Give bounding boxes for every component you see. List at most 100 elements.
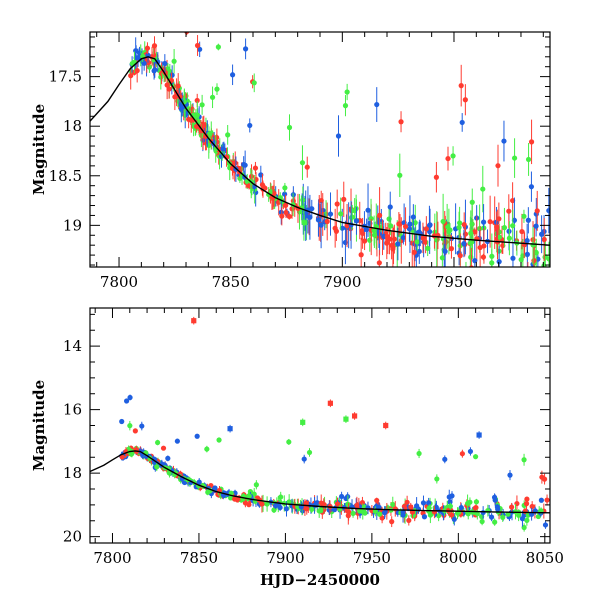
data-point <box>339 493 345 500</box>
data-point <box>204 446 210 452</box>
data-point <box>480 254 487 260</box>
data-point <box>434 476 440 482</box>
data-point <box>492 519 498 525</box>
data-point <box>450 153 456 159</box>
data-point <box>344 222 350 229</box>
data-point <box>467 448 474 455</box>
y-tick-label: 18.5 <box>49 167 82 185</box>
data-point <box>353 218 360 224</box>
data-point <box>414 239 420 245</box>
data-point <box>529 503 535 510</box>
data-point <box>457 220 463 226</box>
data-point <box>447 499 453 505</box>
data-point <box>396 221 402 227</box>
data-point <box>342 103 349 109</box>
data-point <box>414 503 420 509</box>
data-point <box>242 46 249 52</box>
y-tick-label: 18 <box>63 117 82 135</box>
data-point <box>501 225 508 231</box>
data-point <box>395 241 401 247</box>
data-point <box>388 223 394 229</box>
x-tick-label: 7800 <box>93 549 131 567</box>
data-point <box>451 516 457 522</box>
data-point <box>286 499 292 505</box>
data-point <box>423 239 429 245</box>
data-point <box>533 249 539 255</box>
data-point <box>379 515 385 521</box>
data-point <box>421 514 428 520</box>
data-point <box>519 228 525 235</box>
data-point <box>232 496 238 502</box>
data-point <box>232 160 238 166</box>
y-tick-label: 18 <box>63 464 82 482</box>
data-point <box>344 89 350 95</box>
data-point <box>472 505 478 511</box>
bottom-panel: 7800 7850 7900 7950 8000 8050 14 16 18 20 Magnitud… <box>30 307 564 589</box>
data-point <box>194 433 200 439</box>
data-point <box>496 216 502 222</box>
data-point <box>199 102 205 108</box>
data-point <box>390 501 396 508</box>
y-tick-label: 14 <box>63 337 82 355</box>
data-point <box>242 500 248 506</box>
data-point <box>392 506 398 512</box>
data-point <box>472 257 478 264</box>
data-point <box>391 236 397 242</box>
data-point <box>516 512 522 518</box>
data-point <box>500 514 506 520</box>
y-tick-label: 20 <box>63 528 82 546</box>
data-point <box>132 428 138 434</box>
data-point <box>546 207 550 214</box>
x-tick-label: 7800 <box>100 273 138 291</box>
data-point <box>442 456 448 462</box>
data-point <box>495 163 501 169</box>
data-point <box>481 243 487 249</box>
data-point <box>264 501 270 507</box>
data-point <box>316 508 322 514</box>
data-point <box>359 499 366 506</box>
data-point <box>406 226 413 232</box>
data-point <box>524 517 530 523</box>
data-point <box>246 493 252 499</box>
data-point <box>141 19 146 24</box>
data-point <box>507 472 513 478</box>
x-tick-label: 7950 <box>353 549 391 567</box>
data-point <box>343 416 349 422</box>
data-point <box>496 259 502 265</box>
data-point <box>194 97 200 104</box>
data-point <box>351 413 358 419</box>
data-point <box>377 212 383 218</box>
data-point <box>459 451 465 457</box>
data-point <box>469 199 475 205</box>
data-point <box>398 119 404 125</box>
data-point <box>253 482 259 488</box>
data-point <box>251 80 257 86</box>
data-point <box>194 42 201 49</box>
data-point <box>166 86 172 92</box>
data-point <box>341 196 347 202</box>
data-point <box>174 438 180 444</box>
data-point <box>541 476 548 482</box>
y-tick-label: 19 <box>63 216 82 234</box>
data-point <box>209 94 216 100</box>
data-point <box>404 499 410 505</box>
x-tick-label: 8050 <box>526 549 564 567</box>
data-point <box>374 101 380 108</box>
data-point <box>425 245 431 251</box>
data-point <box>406 517 412 524</box>
data-point <box>371 227 377 234</box>
data-point <box>227 426 233 432</box>
data-point <box>307 214 313 220</box>
data-point <box>420 500 427 506</box>
data-point <box>119 418 125 425</box>
data-point <box>494 224 500 230</box>
data-point <box>411 249 417 255</box>
data-point <box>472 229 478 235</box>
data-point <box>407 221 413 227</box>
x-tick-label: 7900 <box>266 549 304 567</box>
data-point <box>410 214 416 220</box>
data-point <box>365 505 371 511</box>
plot-area <box>90 316 550 532</box>
data-point <box>220 146 226 152</box>
